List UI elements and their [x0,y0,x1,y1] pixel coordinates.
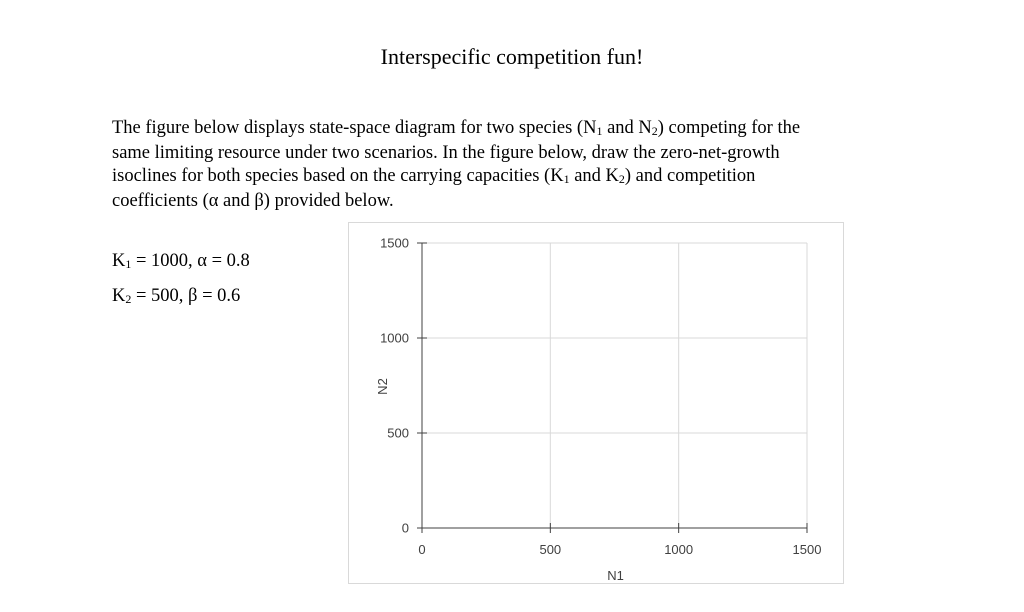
paragraph-line-2: same limiting resource under two scenari… [112,142,780,163]
x-tick-label: 500 [539,542,561,557]
page-title: Interspecific competition fun! [380,44,644,69]
x-tick-label: 1500 [793,542,822,557]
x-axis-title: N1 [607,568,624,583]
parameter-k2-beta: K2 = 500, β = 0.6 [112,286,241,306]
y-axis-title: N2 [375,378,390,395]
instructions-paragraph: The figure below displays state-space di… [112,117,902,213]
chart-canvas: 0 500 1000 1500 0 500 1000 1500 N1 N2 [375,236,822,584]
x-tick-label: 0 [418,542,425,557]
y-tick-label: 500 [387,426,409,441]
x-tick-label: 1000 [664,542,693,557]
state-space-chart: 0 500 1000 1500 0 500 1000 1500 N1 N2 [348,222,844,584]
paragraph-line-4: coefficients (α and β) provided below. [112,190,394,211]
parameter-k1-alpha: K1 = 1000, α = 0.8 [112,251,250,271]
y-tick-label: 1500 [380,236,409,251]
y-tick-label: 1000 [380,331,409,346]
y-tick-label: 0 [402,521,409,536]
paragraph-line-1: The figure below displays state-space di… [112,118,801,138]
paragraph-line-3: isoclines for both species based on the … [112,166,756,186]
